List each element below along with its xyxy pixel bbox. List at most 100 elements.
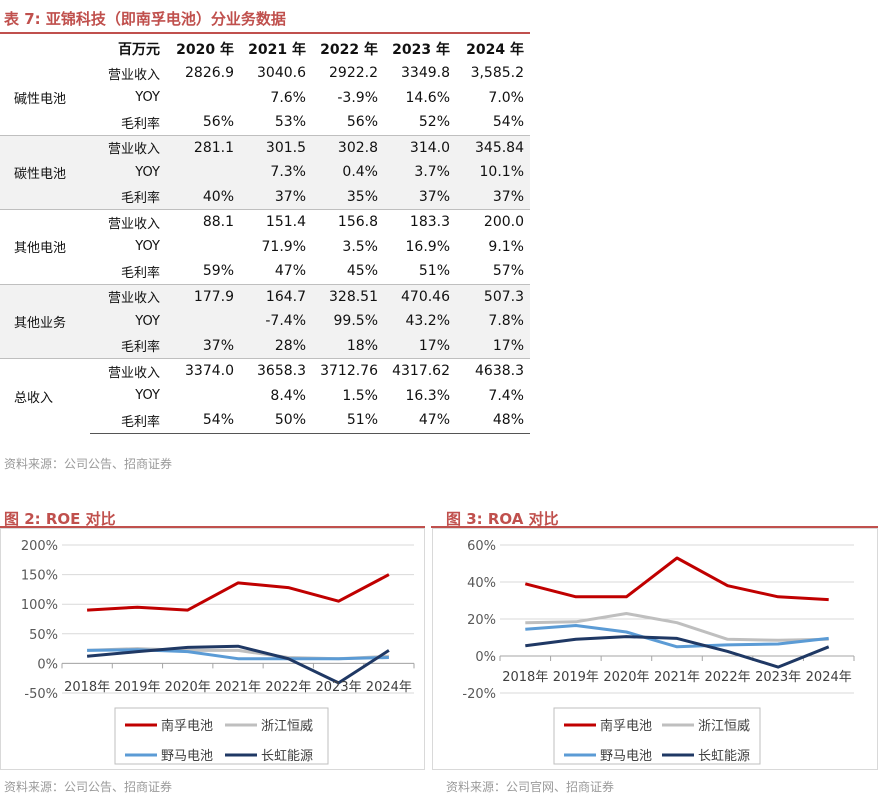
table-cell: 507.3 — [456, 283, 530, 309]
column-header: 2022 年 — [320, 41, 378, 58]
segment-name: 其他电池 — [0, 209, 90, 284]
table-cell: 156.8 — [312, 209, 384, 235]
segment-table: 百万元 2020 年 2021 年 2022 年 2023 年 2024 年 碱性电池 营业… — [0, 36, 530, 434]
legend-label: 野马电池 — [600, 749, 652, 764]
table-cell: 7.6% — [270, 89, 306, 106]
table-cell: 7.0% — [488, 89, 524, 106]
table-cell: 2826.9 — [185, 65, 234, 82]
figure2-title-rule — [0, 526, 425, 528]
table-cell: 3.7% — [384, 160, 456, 185]
table-cell: 14.6% — [405, 89, 450, 106]
column-header: 2020 年 — [176, 41, 234, 58]
table-cell: 56% — [202, 114, 234, 131]
metric-label: YOY — [135, 388, 160, 404]
metric-label: 毛利率 — [120, 116, 160, 132]
figure3-source-note: 资料来源：公司官网、招商证券 — [446, 780, 615, 794]
series-line — [525, 612, 829, 642]
table-row: 毛利率 54% 50% 51% 47% 48% — [0, 408, 530, 434]
table-cell: 28% — [240, 333, 312, 359]
table-cell: 302.8 — [312, 134, 384, 160]
table-cell: 53% — [274, 114, 306, 131]
table-cell: 51% — [418, 263, 450, 280]
x-tick-label: 2021年 — [215, 680, 261, 695]
table-cell — [170, 309, 240, 334]
table-row: 毛利率 56% 53% 56% 52% 54% — [0, 110, 530, 135]
table-cell: 328.51 — [312, 283, 384, 309]
table-cell: 45% — [346, 263, 378, 280]
table-cell: 43.2% — [384, 309, 456, 334]
table-source-note: 资料来源：公司公告、招商证券 — [4, 457, 173, 471]
y-tick-label: 60% — [467, 539, 496, 554]
metric-label: 毛利率 — [90, 184, 170, 210]
y-tick-label: 150% — [21, 569, 58, 584]
table-row: 毛利率 37% 28% 18% 17% 17% — [0, 333, 530, 359]
table-cell: -7.4% — [240, 309, 312, 334]
y-tick-label: -20% — [462, 687, 496, 702]
table-cell: 56% — [346, 114, 378, 131]
segment-name: 其他业务 — [0, 283, 90, 359]
table-cell: 2922.2 — [329, 65, 378, 82]
table-cell: 183.3 — [384, 209, 456, 235]
roe-chart: -50% 0% 50% 100% 150% 200% 2018年 2019年 2020年 2021… — [0, 528, 425, 770]
table-cell: 99.5% — [312, 309, 384, 334]
table-row: YOY 71.9% 3.5% 16.9% 9.1% — [0, 235, 530, 260]
column-header: 2024 年 — [466, 41, 524, 58]
table-cell: 47% — [384, 408, 456, 434]
table-title: 表 7: 亚锦科技（即南孚电池）分业务数据 — [4, 10, 286, 28]
table-header-row: 百万元 2020 年 2021 年 2022 年 2023 年 2024 年 — [0, 36, 530, 61]
metric-label: 毛利率 — [90, 408, 170, 434]
table-cell: 18% — [312, 333, 384, 359]
chart-frame — [0, 528, 425, 770]
y-tick-label: 200% — [21, 539, 58, 554]
series-line — [525, 624, 829, 649]
figure3-title: 图 3: ROA 对比 — [446, 510, 559, 528]
x-tick-label: 2020年 — [165, 680, 211, 695]
table-cell: 8.4% — [270, 387, 306, 404]
table-cell: 301.5 — [240, 134, 312, 160]
table-cell: 345.84 — [456, 134, 530, 160]
table-cell: 1.5% — [342, 387, 378, 404]
segment-name: 碱性电池 — [14, 92, 67, 108]
table-cell — [170, 160, 240, 185]
column-header: 百万元 — [118, 41, 160, 58]
table-cell: 4317.62 — [384, 358, 456, 384]
x-tick-label: 2021年 — [654, 670, 700, 685]
table-cell: 54% — [170, 408, 240, 434]
legend-label: 长虹能源 — [698, 749, 750, 764]
x-tick-label: 2018年 — [64, 680, 110, 695]
x-tick-label: 2019年 — [553, 670, 599, 685]
x-tick-label: 2019年 — [114, 680, 160, 695]
legend-label: 野马电池 — [161, 749, 213, 764]
table-cell: 37% — [456, 184, 530, 210]
table-cell: 88.1 — [170, 209, 240, 235]
table-cell: 52% — [418, 114, 450, 131]
legend-label: 长虹能源 — [261, 749, 313, 764]
legend-label: 浙江恒威 — [698, 719, 750, 734]
table-cell: 10.1% — [456, 160, 530, 185]
y-tick-label: 50% — [29, 628, 58, 643]
table-cell: 7.8% — [456, 309, 530, 334]
table-cell: 3658.3 — [240, 358, 312, 384]
metric-label: 营业收入 — [90, 134, 170, 160]
x-tick-label: 2023年 — [755, 670, 801, 685]
series-line — [524, 556, 829, 602]
table-cell: 164.7 — [240, 283, 312, 309]
table-cell: 314.0 — [384, 134, 456, 160]
table-cell: 37% — [384, 184, 456, 210]
table-row: YOY -7.4% 99.5% 43.2% 7.8% — [0, 309, 530, 334]
table-cell: 281.1 — [170, 134, 240, 160]
table-row: 毛利率 59% 47% 45% 51% 57% — [0, 259, 530, 284]
metric-label: 毛利率 — [90, 333, 170, 359]
table-cell: 17% — [456, 333, 530, 359]
figure2-source-note: 资料来源：公司公告、招商证券 — [4, 780, 173, 794]
x-tick-label: 2018年 — [502, 670, 548, 685]
table-cell: 50% — [240, 408, 312, 434]
table-row: 碳性电池 营业收入 281.1 301.5 302.8 314.0 345.84 — [0, 134, 530, 210]
table-cell: 151.4 — [240, 209, 312, 235]
table-cell: 48% — [456, 408, 530, 434]
metric-label: YOY — [90, 160, 170, 185]
segment-name: 碳性电池 — [0, 134, 90, 210]
table-row: 总收入 营业收入 3374.0 3658.3 3712.76 4317.62 4638.3 — [0, 358, 530, 433]
segment-name: 总收入 — [0, 358, 90, 433]
table-cell — [170, 384, 240, 409]
